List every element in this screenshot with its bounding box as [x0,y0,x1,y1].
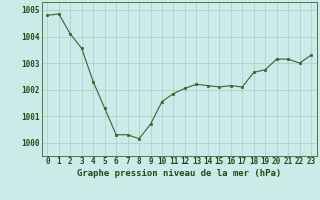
X-axis label: Graphe pression niveau de la mer (hPa): Graphe pression niveau de la mer (hPa) [77,169,281,178]
